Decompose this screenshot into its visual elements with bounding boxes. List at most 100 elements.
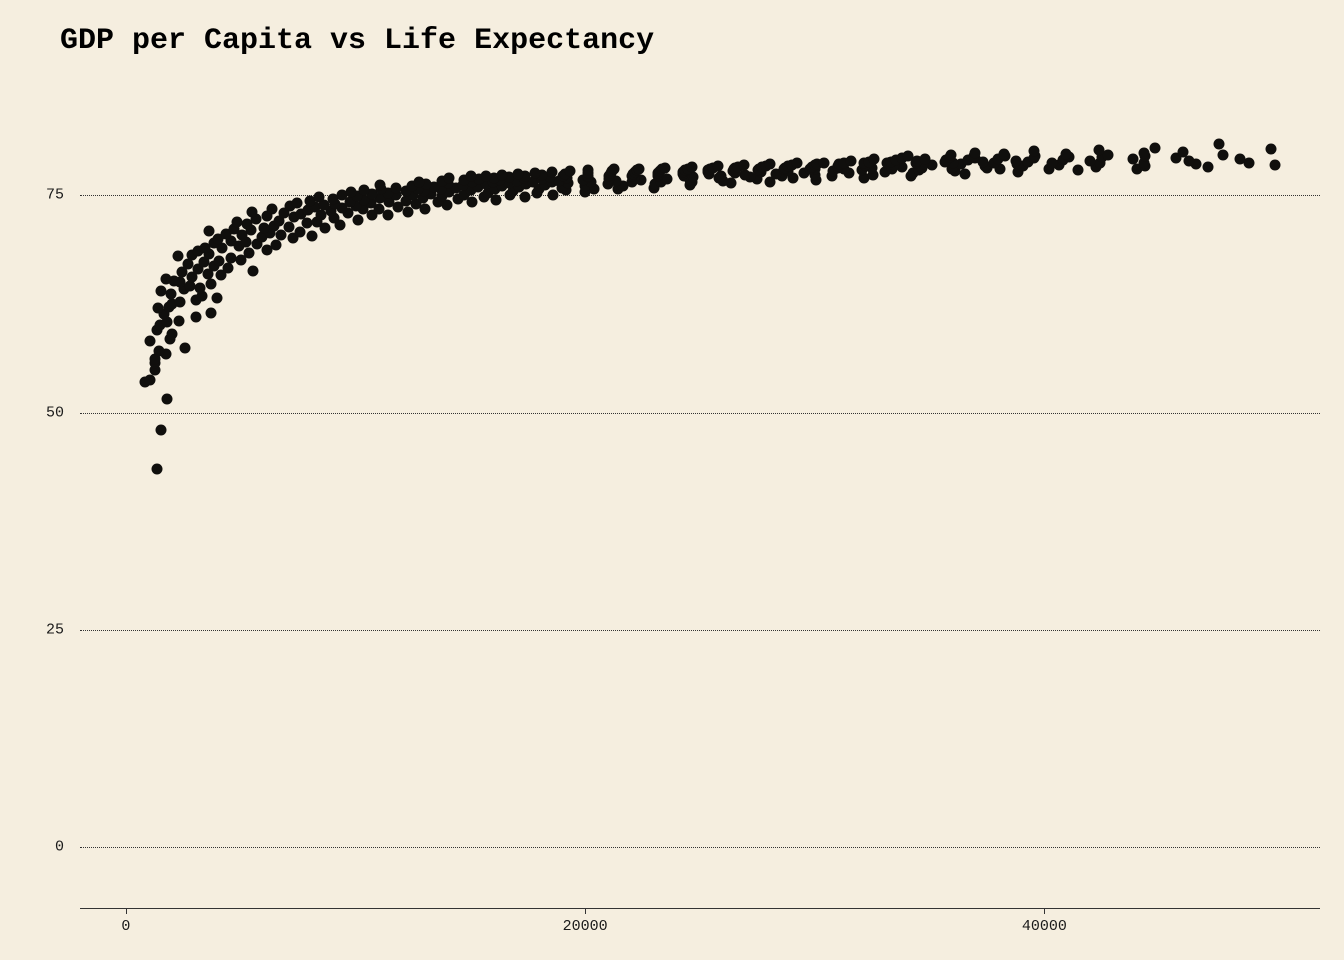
chart-title: GDP per Capita vs Life Expectancy <box>60 24 654 58</box>
data-point <box>353 214 364 225</box>
data-point <box>1270 160 1281 171</box>
data-point <box>945 149 956 160</box>
data-point <box>792 158 803 169</box>
data-point <box>1061 148 1072 159</box>
data-point <box>564 166 575 177</box>
data-point <box>969 147 980 158</box>
data-point <box>156 424 167 435</box>
data-point <box>214 255 225 266</box>
gridline-y <box>80 413 1320 414</box>
data-point <box>1177 147 1188 158</box>
data-point <box>174 315 185 326</box>
data-point <box>292 198 303 209</box>
data-point <box>232 217 243 228</box>
data-point <box>225 253 236 264</box>
data-point <box>765 159 776 170</box>
x-tick-label: 40000 <box>1022 918 1067 935</box>
data-point <box>152 463 163 474</box>
data-point <box>903 151 914 162</box>
data-point <box>715 171 726 182</box>
data-point <box>1234 154 1245 165</box>
data-point <box>513 168 524 179</box>
data-point <box>175 297 186 308</box>
data-point <box>920 154 931 165</box>
data-point <box>145 336 156 347</box>
gridline-y <box>80 195 1320 196</box>
data-point <box>529 167 540 178</box>
data-point <box>165 288 176 299</box>
data-point <box>481 170 492 181</box>
data-point <box>223 262 234 273</box>
data-point <box>271 239 282 250</box>
data-point <box>491 194 502 205</box>
data-point <box>1103 149 1114 160</box>
data-point <box>307 231 318 242</box>
data-point <box>153 303 164 314</box>
data-point <box>608 164 619 175</box>
data-point <box>375 180 386 191</box>
data-point <box>244 247 255 258</box>
data-point <box>1203 161 1214 172</box>
data-point <box>190 312 201 323</box>
data-point <box>686 161 697 172</box>
data-point <box>172 251 183 262</box>
data-point <box>1073 165 1084 176</box>
x-tick <box>585 908 586 914</box>
y-tick-label: 75 <box>46 187 64 204</box>
data-point <box>246 206 257 217</box>
data-point <box>960 168 971 179</box>
data-point <box>443 173 454 184</box>
y-tick-label: 25 <box>46 621 64 638</box>
data-point <box>659 162 670 173</box>
data-point <box>205 307 216 318</box>
data-point <box>313 192 324 203</box>
plot-area <box>80 100 1320 890</box>
data-point <box>283 221 294 232</box>
data-point <box>248 266 259 277</box>
gridline-y <box>80 630 1320 631</box>
data-point <box>818 157 829 168</box>
gridline-y <box>80 847 1320 848</box>
data-point <box>1011 155 1022 166</box>
data-point <box>739 160 750 171</box>
data-point <box>1127 154 1138 165</box>
data-point <box>497 169 508 180</box>
data-point <box>179 343 190 354</box>
data-point <box>205 279 216 290</box>
data-point <box>194 282 205 293</box>
data-point <box>845 155 856 166</box>
data-point <box>466 171 477 182</box>
y-tick-label: 50 <box>46 404 64 421</box>
data-point <box>145 375 156 386</box>
data-point <box>520 192 531 203</box>
data-point <box>414 177 425 188</box>
data-point <box>160 273 171 284</box>
data-point <box>712 160 723 171</box>
data-point <box>634 163 645 174</box>
data-point <box>212 292 223 303</box>
x-tick-label: 0 <box>121 918 130 935</box>
data-point <box>583 165 594 176</box>
data-point <box>1244 157 1255 168</box>
x-axis-line <box>80 908 1320 909</box>
x-tick <box>126 908 127 914</box>
data-point <box>868 154 879 165</box>
data-point <box>156 285 167 296</box>
x-tick-label: 20000 <box>563 918 608 935</box>
data-point <box>466 197 477 208</box>
data-point <box>998 148 1009 159</box>
data-point <box>1093 145 1104 156</box>
data-point <box>346 187 357 198</box>
data-point <box>1047 157 1058 168</box>
data-point <box>204 226 215 237</box>
data-point <box>359 185 370 196</box>
data-point <box>547 167 558 178</box>
data-point <box>1265 144 1276 155</box>
data-point <box>1150 142 1161 153</box>
y-tick-label: 0 <box>55 838 64 855</box>
data-point <box>1029 146 1040 157</box>
data-point <box>1139 147 1150 158</box>
data-point <box>153 345 164 356</box>
data-point <box>391 182 402 193</box>
chart-container: GDP per Capita vs Life Expectancy 0 25 50 7… <box>0 0 1344 960</box>
